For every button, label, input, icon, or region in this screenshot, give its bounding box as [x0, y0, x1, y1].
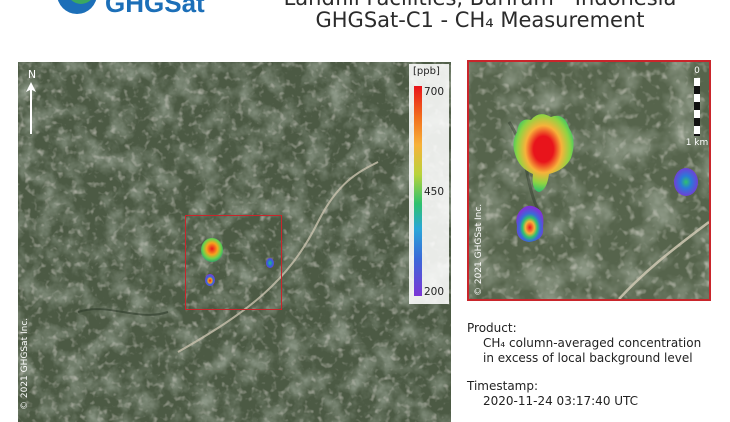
scale-label: 1 km — [685, 138, 709, 148]
main-satellite-map[interactable] — [18, 62, 451, 422]
color-legend: [ppb] 700 450 200 — [409, 64, 449, 304]
zoom-map-credit: © 2021 GHGSat Inc. — [474, 203, 484, 296]
methane-plume-secondary — [205, 274, 215, 286]
legend-tick-mid: 450 — [424, 186, 445, 198]
scale-zero: 0 — [694, 66, 700, 76]
zoom-area-frame — [185, 215, 282, 310]
methane-plume-zoom-main — [513, 114, 574, 192]
product-line-1: CH₄ column-averaged concentration — [483, 336, 702, 350]
main-map-credit: © 2021 GHGSat Inc. — [20, 317, 30, 410]
legend-tick-low: 200 — [424, 286, 445, 298]
methane-plume-zoom-east — [674, 168, 698, 196]
methane-plume-east — [266, 258, 274, 268]
legend-unit: [ppb] — [413, 66, 440, 77]
product-line-2: in excess of local background level — [483, 351, 693, 365]
timestamp-label: Timestamp: — [467, 379, 539, 393]
timestamp-value: 2020-11-24 03:17:40 UTC — [483, 394, 639, 408]
legend-colorbar — [414, 86, 422, 296]
page-title-line-1: Landfill Facilities, Buriram - Indonesia — [230, 0, 730, 10]
scale-bar-graphic — [694, 78, 700, 136]
zoom-satellite-map[interactable] — [467, 60, 711, 301]
ghgsat-logo-icon: GHGSat — [57, 0, 205, 16]
legend-tick-high: 700 — [424, 86, 445, 98]
north-label: N — [27, 68, 37, 81]
scale-bar: 0 1 km — [682, 66, 712, 148]
page-title-line-2: GHGSat-C1 - CH₄ Measurement — [315, 8, 645, 32]
methane-plume-main — [201, 238, 223, 262]
methane-plume-zoom-secondary — [516, 205, 544, 242]
logo-text: GHGSat — [105, 0, 205, 16]
north-arrow-icon — [26, 82, 36, 134]
product-label: Product: — [467, 321, 517, 335]
